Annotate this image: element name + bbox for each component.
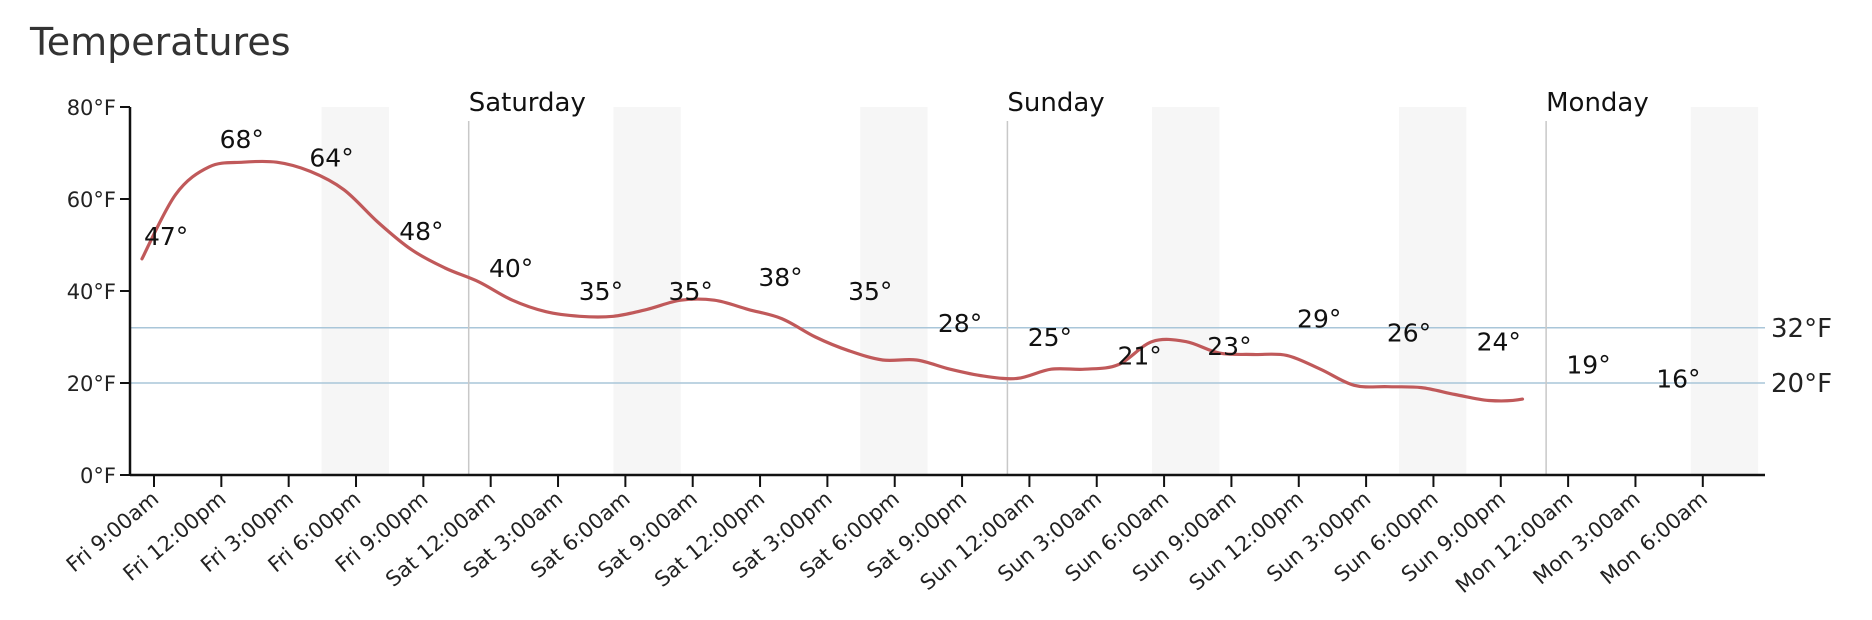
data-label-11: 21° xyxy=(1117,341,1161,370)
data-labels: 47° 68° 64° 48° 40° 35° 35° 38° 35° 28° 25° 21° 23° 2… xyxy=(144,125,1701,393)
night-band-2 xyxy=(860,107,928,475)
night-band-3 xyxy=(1152,107,1220,475)
data-label-10: 25° xyxy=(1028,323,1072,352)
data-label-0: 47° xyxy=(144,222,188,251)
day-label-2: Monday xyxy=(1546,88,1649,118)
data-label-3: 48° xyxy=(399,217,443,246)
night-band-5 xyxy=(1690,107,1759,475)
data-label-7: 38° xyxy=(758,263,802,292)
axes: 0°F 20°F 40°F 60°F 80°F xyxy=(67,96,1765,488)
y-tick-label-0: 0°F xyxy=(80,464,116,488)
reference-label-0: 32°F xyxy=(1771,314,1832,344)
data-label-6: 35° xyxy=(669,277,713,306)
night-band-4 xyxy=(1398,107,1467,475)
night-band-1 xyxy=(613,107,681,475)
day-label-0: Saturday xyxy=(469,88,586,118)
chart-title: Temperatures xyxy=(30,20,291,64)
y-tick-label-3: 60°F xyxy=(67,188,116,212)
data-label-9: 28° xyxy=(938,309,982,338)
data-label-1: 68° xyxy=(220,125,264,154)
reference-lines: 32°F 20°F xyxy=(130,314,1832,399)
y-tick-label-4: 80°F xyxy=(67,96,116,120)
data-label-2: 64° xyxy=(309,144,353,173)
temperature-line xyxy=(140,159,1525,403)
data-label-16: 19° xyxy=(1566,351,1610,380)
data-label-5: 35° xyxy=(579,277,623,306)
data-label-12: 23° xyxy=(1207,332,1251,361)
data-label-8: 35° xyxy=(848,277,892,306)
y-tick-label-1: 20°F xyxy=(67,372,116,396)
data-label-14: 26° xyxy=(1387,318,1431,347)
temperature-series-line xyxy=(140,159,1525,403)
night-bands xyxy=(321,107,1759,475)
day-label-1: Sunday xyxy=(1007,88,1104,118)
x-tick-label-17: Sun 12:00pm xyxy=(1185,486,1308,595)
reference-label-1: 20°F xyxy=(1771,369,1832,399)
night-band-0 xyxy=(321,107,389,475)
x-tick-label-13: Sun 12:00am xyxy=(916,486,1039,595)
data-label-17: 16° xyxy=(1656,364,1700,393)
y-tick-label-2: 40°F xyxy=(67,280,116,304)
data-label-15: 24° xyxy=(1477,328,1521,357)
data-label-13: 29° xyxy=(1297,305,1341,334)
x-tick-label-21: Mon 12:00am xyxy=(1451,486,1577,597)
data-label-4: 40° xyxy=(489,254,533,283)
day-dividers: Saturday Sunday Monday xyxy=(467,88,1649,475)
